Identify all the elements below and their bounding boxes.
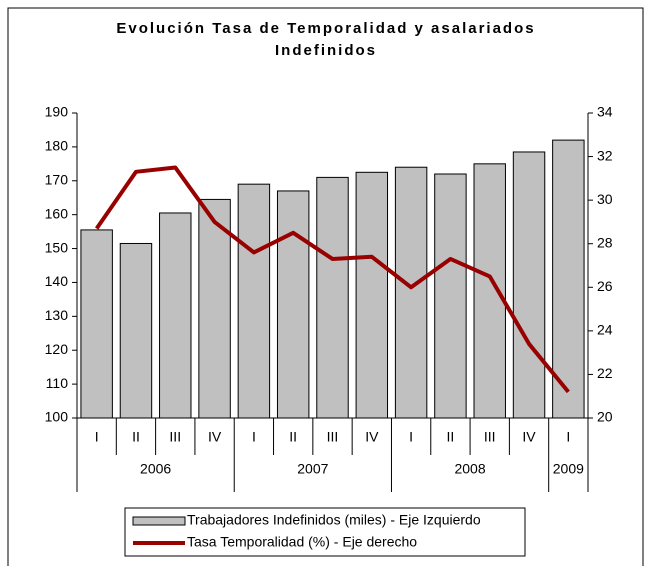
y-tick-label: 140 <box>45 273 69 289</box>
x-tick-label: I <box>95 429 99 445</box>
legend-label: Trabajadores Indefinidos (miles) - Eje I… <box>187 512 481 528</box>
legend-swatch <box>132 516 186 526</box>
y-tick-label: 190 <box>45 104 69 120</box>
chart-frame <box>7 7 644 566</box>
legend-label: Tasa Temporalidad (%) - Eje derecho <box>187 534 417 550</box>
bar <box>473 163 506 419</box>
y2-tick-label: 30 <box>597 191 613 207</box>
x-tick-label: III <box>327 429 339 445</box>
y-tick-label: 130 <box>45 307 69 323</box>
y-tick-label: 170 <box>45 171 69 187</box>
y2-tick-label: 24 <box>597 322 613 338</box>
bar <box>80 229 113 419</box>
y-tick-label: 160 <box>45 205 69 221</box>
chart-title: Evolución Tasa de Temporalidad y asalari… <box>116 20 536 59</box>
bar <box>512 151 546 419</box>
x-tick-label: I <box>566 429 570 445</box>
year-label: 2007 <box>297 461 328 477</box>
year-label: 2008 <box>454 461 485 477</box>
y2-tick-label: 34 <box>597 104 613 120</box>
x-tick-label: II <box>132 429 140 445</box>
y2-tick-label: 32 <box>597 147 613 163</box>
x-tick-label: III <box>484 429 496 445</box>
y2-tick-label: 20 <box>597 409 613 425</box>
bar <box>119 242 153 419</box>
bar <box>237 183 271 419</box>
bar <box>276 190 310 419</box>
x-tick-label: II <box>447 429 455 445</box>
bar <box>159 212 192 419</box>
y2-tick-label: 26 <box>597 278 613 294</box>
x-tick-label: I <box>252 429 256 445</box>
y-tick-label: 150 <box>45 239 69 255</box>
year-label: 2009 <box>553 461 584 477</box>
x-tick-label: IV <box>208 429 222 445</box>
bar <box>355 171 389 419</box>
bar <box>394 166 428 419</box>
x-tick-label: II <box>289 429 297 445</box>
bar <box>316 176 349 419</box>
x-tick-label: III <box>169 429 181 445</box>
y2-tick-label: 28 <box>597 234 613 250</box>
x-tick-label: IV <box>522 429 536 445</box>
x-tick-label: I <box>409 429 413 445</box>
year-label: 2006 <box>140 461 171 477</box>
bar <box>434 173 467 419</box>
legend-box <box>124 507 526 557</box>
y-tick-label: 110 <box>46 375 69 391</box>
y-tick-label: 100 <box>45 409 69 425</box>
x-tick-label: IV <box>365 429 379 445</box>
y2-tick-label: 22 <box>597 365 613 381</box>
y-tick-label: 120 <box>45 341 69 357</box>
bar <box>198 198 231 419</box>
line <box>95 165 570 394</box>
y-tick-label: 180 <box>45 138 69 154</box>
